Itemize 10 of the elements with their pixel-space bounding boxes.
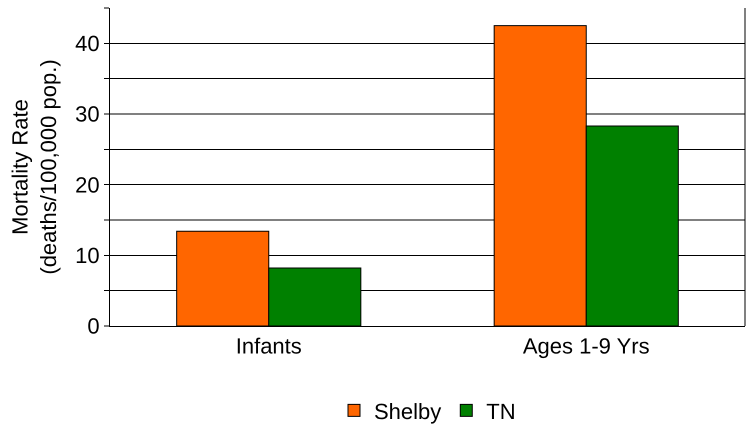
- x-tick-label: Infants: [236, 333, 302, 358]
- y-tick-label: 20: [75, 172, 100, 198]
- y-tick-label: 10: [75, 243, 100, 268]
- y-tick-label: 40: [75, 31, 100, 56]
- legend-label: TN: [486, 398, 516, 424]
- legend-label: Shelby: [374, 398, 442, 424]
- x-tick-label: Ages 1-9 Yrs: [522, 333, 650, 358]
- y-tick-label: 0: [87, 314, 100, 339]
- y-tick-label: 30: [75, 102, 100, 127]
- y-axis-title: Mortality Rate (deaths/100,000 pop.): [7, 59, 61, 275]
